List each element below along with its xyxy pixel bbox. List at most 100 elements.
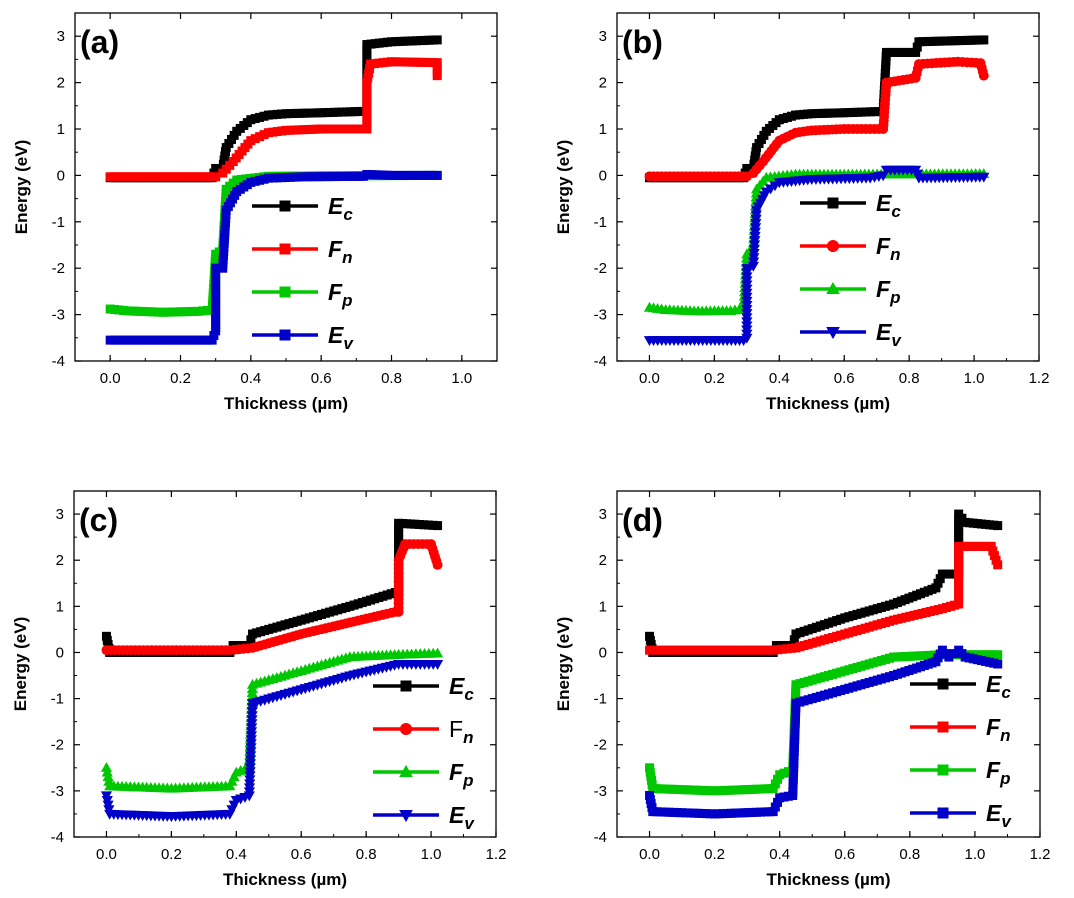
series-markers-Ev bbox=[643, 165, 990, 346]
y-tick-label: -2 bbox=[594, 737, 607, 754]
y-tick-label: -1 bbox=[52, 214, 65, 231]
data-point-Fn bbox=[777, 644, 787, 654]
data-point-Ev bbox=[207, 335, 217, 345]
legend-entry-Fp: Fp bbox=[252, 279, 352, 310]
y-tick-label: -4 bbox=[52, 353, 65, 370]
data-point-Fn bbox=[786, 643, 796, 653]
data-point-Ec bbox=[246, 635, 256, 645]
series-line-Fn bbox=[649, 59, 986, 179]
data-point-Ev bbox=[432, 170, 442, 180]
series-markers-Fn bbox=[644, 56, 989, 182]
series-layer bbox=[100, 518, 444, 823]
y-tick-label: 3 bbox=[599, 506, 607, 523]
legend-main: F bbox=[328, 279, 343, 305]
y-tick-label: -3 bbox=[51, 783, 64, 800]
data-point-Ec bbox=[428, 520, 438, 530]
legend-entry-Fp: Fp bbox=[910, 757, 1010, 788]
data-point-Fp bbox=[102, 771, 114, 782]
x-tick-label: 0.2 bbox=[161, 846, 182, 863]
series-layer bbox=[105, 35, 442, 345]
legend-label: Ec bbox=[328, 193, 353, 224]
series-markers-Ev bbox=[100, 659, 444, 823]
y-tick-label: -3 bbox=[594, 783, 607, 800]
series-line-Fn bbox=[649, 544, 1000, 652]
x-axis-title: Thickness (µm) bbox=[223, 870, 347, 889]
data-point-Fp bbox=[241, 174, 251, 184]
legend-label: Ev bbox=[876, 319, 902, 350]
series-markers-Fp bbox=[643, 168, 990, 316]
legend-sub: c bbox=[1001, 683, 1011, 702]
data-point-Fp bbox=[103, 775, 115, 786]
y-tick-label: 1 bbox=[56, 598, 64, 615]
legend-main: E bbox=[328, 322, 344, 348]
data-point-Ev bbox=[431, 659, 444, 670]
y-tick-label: 0 bbox=[57, 167, 65, 184]
legend-marker bbox=[399, 722, 413, 736]
x-tick-label: 1.2 bbox=[1029, 370, 1050, 387]
x-tick-label: 0.4 bbox=[769, 846, 790, 863]
data-point-Ec bbox=[912, 42, 922, 52]
legend-label: Ec bbox=[876, 190, 901, 221]
y-axis-title: Energy (eV) bbox=[554, 617, 573, 711]
y-tick-label: -3 bbox=[594, 307, 607, 324]
data-point-Fp bbox=[202, 305, 212, 315]
data-point-Ec bbox=[742, 163, 752, 173]
y-tick-label: 0 bbox=[599, 167, 607, 184]
y-tick-label: -1 bbox=[51, 691, 64, 708]
x-tick-label: 1.0 bbox=[964, 370, 985, 387]
data-point-Ev bbox=[978, 172, 990, 183]
y-tick-label: -3 bbox=[52, 307, 65, 324]
legend-main: E bbox=[876, 190, 892, 216]
data-point-Ec bbox=[419, 520, 429, 530]
legend-sub: n bbox=[342, 248, 352, 267]
panel-b: 0.0 0.2 0.4 0.6 0.8 1.0 1.2 -4 -3 -2 -1 0 1 2 3 Thickne… bbox=[554, 12, 1050, 413]
legend-entry-Fp: Fp bbox=[373, 759, 473, 790]
legend-sub: v bbox=[891, 331, 902, 350]
legend-sub: p bbox=[462, 771, 473, 790]
series-line-Fn bbox=[110, 59, 439, 179]
legend-main: E bbox=[449, 673, 465, 699]
series-markers-Fn bbox=[645, 541, 1003, 655]
legend-label: Ev bbox=[986, 800, 1012, 831]
legend-main: F bbox=[449, 716, 463, 742]
x-tick-label: 0.0 bbox=[639, 846, 660, 863]
x-tick-label: 0.2 bbox=[704, 370, 725, 387]
legend: Ec Fn Fp Ev bbox=[910, 671, 1012, 831]
plot-frame bbox=[616, 490, 1041, 838]
data-point-Ev bbox=[773, 797, 783, 807]
y-tick-label: -2 bbox=[51, 737, 64, 754]
legend-entry-Ec: Ec bbox=[800, 190, 901, 221]
legend-main: F bbox=[449, 759, 464, 785]
legend-main: E bbox=[328, 193, 344, 219]
y-tick-label: -2 bbox=[594, 260, 607, 277]
legend-marker bbox=[937, 721, 949, 733]
data-point-Ec bbox=[993, 521, 1003, 531]
legend-label: Fn bbox=[986, 714, 1010, 745]
data-point-Fn bbox=[365, 64, 375, 74]
y-tick-label: 1 bbox=[57, 121, 65, 138]
data-point-Fn bbox=[363, 73, 373, 83]
legend-marker bbox=[399, 810, 413, 823]
series-markers-Ec bbox=[101, 518, 443, 657]
series-line-Fp bbox=[104, 651, 438, 791]
data-point-Fp bbox=[993, 650, 1003, 660]
legend-main: F bbox=[986, 757, 1001, 783]
data-point-Ec bbox=[410, 519, 420, 529]
legend-main: F bbox=[876, 233, 891, 259]
series-layer bbox=[643, 35, 990, 346]
y-axis-title: Energy (eV) bbox=[554, 140, 573, 234]
data-point-Ec bbox=[432, 35, 442, 45]
x-tick-label: 1.0 bbox=[421, 846, 442, 863]
panel-d: 0.0 0.2 0.4 0.6 0.8 1.0 1.2 -4 -3 -2 -1 0 1 2 3 Thickne… bbox=[554, 490, 1050, 889]
legend-main: E bbox=[986, 800, 1002, 826]
legend-sub: n bbox=[890, 245, 900, 264]
x-axis-title: Thickness (µm) bbox=[766, 870, 890, 889]
legend-main: E bbox=[876, 319, 892, 345]
data-point-Fn bbox=[362, 78, 372, 88]
legend-marker bbox=[937, 807, 949, 819]
data-point-Ec bbox=[935, 574, 945, 584]
data-point-Fp bbox=[198, 306, 208, 316]
data-point-Ec bbox=[433, 521, 443, 531]
